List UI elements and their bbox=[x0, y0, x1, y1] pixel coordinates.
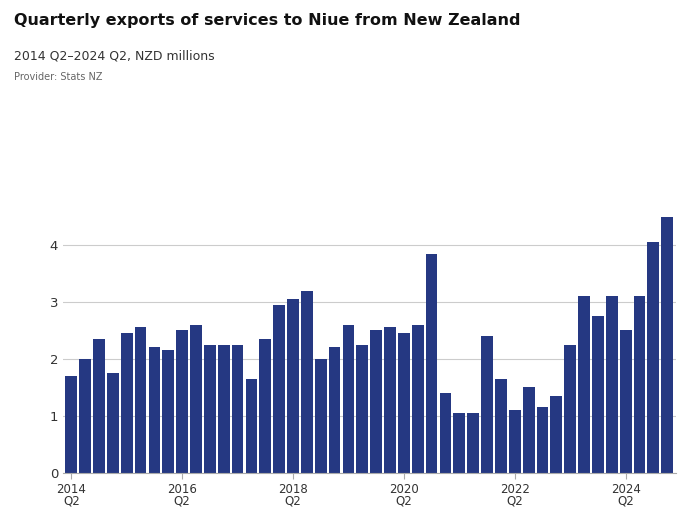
Bar bbox=[662, 216, 673, 472]
Bar bbox=[148, 348, 160, 472]
Bar bbox=[578, 296, 590, 472]
Bar bbox=[260, 339, 271, 472]
Bar bbox=[65, 376, 77, 472]
Bar bbox=[412, 324, 424, 472]
Bar bbox=[107, 373, 119, 472]
Bar bbox=[495, 379, 507, 472]
Bar bbox=[620, 330, 631, 472]
Bar bbox=[121, 333, 132, 472]
Bar bbox=[468, 413, 479, 472]
Bar bbox=[592, 316, 604, 472]
Bar bbox=[398, 333, 409, 472]
Bar bbox=[606, 296, 617, 472]
Bar bbox=[454, 413, 466, 472]
Bar bbox=[426, 254, 438, 472]
Text: 2014 Q2–2024 Q2, NZD millions: 2014 Q2–2024 Q2, NZD millions bbox=[14, 50, 215, 63]
Bar bbox=[356, 344, 368, 472]
Bar bbox=[190, 324, 202, 472]
Text: Quarterly exports of services to Niue from New Zealand: Quarterly exports of services to Niue fr… bbox=[14, 13, 521, 28]
Bar bbox=[370, 330, 382, 472]
Bar bbox=[634, 296, 645, 472]
Bar bbox=[329, 348, 340, 472]
Bar bbox=[384, 328, 396, 472]
Bar bbox=[176, 330, 188, 472]
Bar bbox=[564, 344, 576, 472]
Bar bbox=[79, 359, 91, 472]
Bar bbox=[134, 328, 146, 472]
Bar bbox=[481, 336, 493, 472]
Bar bbox=[218, 344, 230, 472]
Bar bbox=[509, 410, 521, 472]
Bar bbox=[204, 344, 216, 472]
Bar bbox=[342, 324, 354, 472]
Bar bbox=[440, 393, 452, 472]
Bar bbox=[301, 290, 313, 472]
Bar bbox=[315, 359, 327, 472]
Bar bbox=[537, 407, 548, 472]
Bar bbox=[162, 350, 174, 472]
Bar bbox=[523, 387, 535, 472]
Bar bbox=[648, 242, 659, 472]
Bar bbox=[232, 344, 244, 472]
Bar bbox=[273, 304, 285, 472]
Text: Provider: Stats NZ: Provider: Stats NZ bbox=[14, 72, 102, 82]
Bar bbox=[246, 379, 258, 472]
Text: figure.nz: figure.nz bbox=[574, 16, 655, 33]
Bar bbox=[93, 339, 105, 472]
Bar bbox=[550, 396, 562, 472]
Bar bbox=[287, 299, 299, 472]
